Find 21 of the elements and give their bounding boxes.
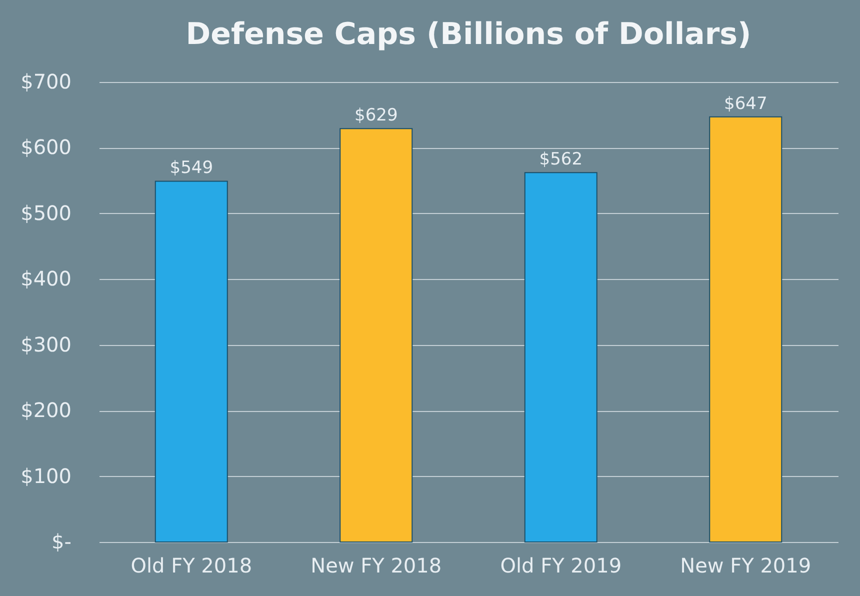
x-tick-label: New FY 2018 xyxy=(310,554,442,578)
x-tick-label: Old FY 2019 xyxy=(500,554,622,578)
data-label: $562 xyxy=(539,150,583,170)
y-tick-label: $200 xyxy=(20,398,72,422)
bar xyxy=(154,180,228,542)
y-tick-label: $300 xyxy=(20,332,72,356)
data-label: $549 xyxy=(170,158,214,178)
y-tick-label: $100 xyxy=(20,464,72,488)
bar xyxy=(340,128,413,542)
y-tick-label: $400 xyxy=(20,266,72,291)
y-tick-label: $500 xyxy=(20,200,72,225)
data-label: $647 xyxy=(724,94,768,114)
chart-title: Defense Caps (Billions of Dollars) xyxy=(186,17,752,52)
bar xyxy=(709,116,782,542)
y-tick-label: $600 xyxy=(20,135,72,160)
data-label: $629 xyxy=(354,106,398,126)
y-tick-label: $- xyxy=(52,530,72,554)
x-tick-label: Old FY 2018 xyxy=(130,554,252,578)
bar xyxy=(524,172,598,542)
y-tick-label: $700 xyxy=(20,70,72,94)
x-tick-label: New FY 2019 xyxy=(680,554,812,578)
